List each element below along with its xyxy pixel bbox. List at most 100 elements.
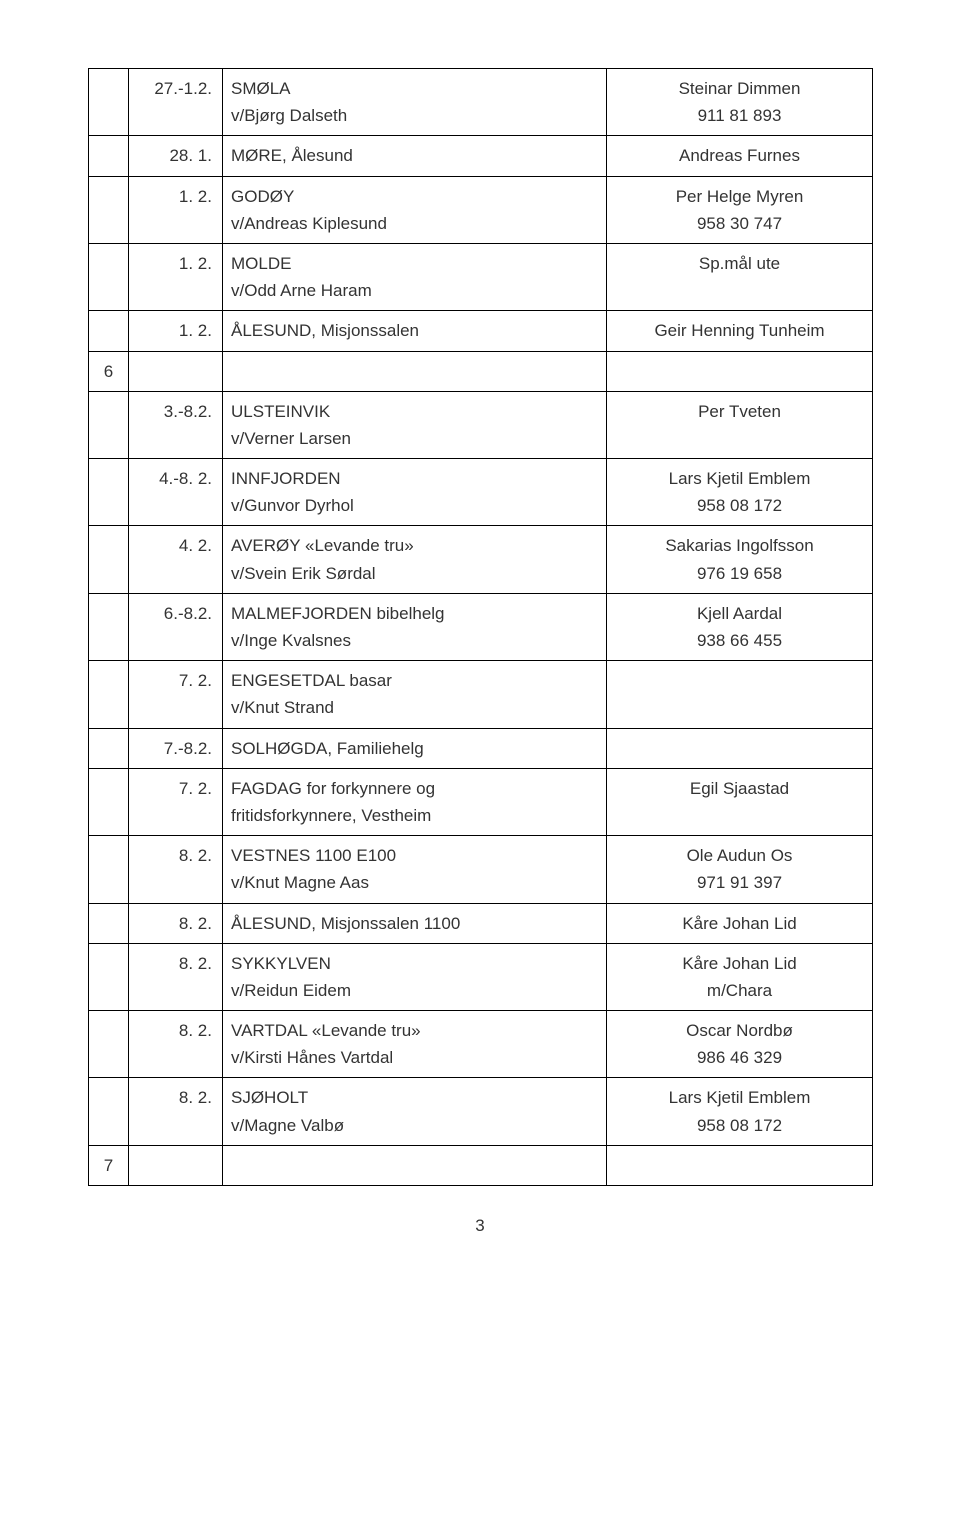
person-line-1: Per Tveten <box>615 398 864 425</box>
person-line-1: Sakarias Ingolfsson <box>615 532 864 559</box>
date-cell: 6.-8.2. <box>129 593 223 660</box>
location-cell: ENGESETDAL basarv/Knut Strand <box>223 661 607 728</box>
location-line-2: v/Knut Magne Aas <box>231 869 598 896</box>
week-cell <box>89 593 129 660</box>
person-line-2: 938 66 455 <box>615 627 864 654</box>
person-line-1: Egil Sjaastad <box>615 775 864 802</box>
location-line-2: v/Magne Valbø <box>231 1112 598 1139</box>
location-cell: FAGDAG for forkynnere ogfritidsforkynner… <box>223 768 607 835</box>
person-line-1: Steinar Dimmen <box>615 75 864 102</box>
location-line-1: ÅLESUND, Misjonssalen <box>231 317 598 344</box>
date-cell: 4. 2. <box>129 526 223 593</box>
table-row: 8. 2.VESTNES 1100 E100v/Knut Magne AasOl… <box>89 836 873 903</box>
person-cell: Andreas Furnes <box>607 136 873 176</box>
location-line-1: SMØLA <box>231 75 598 102</box>
table-row: 27.-1.2.SMØLAv/Bjørg DalsethSteinar Dimm… <box>89 69 873 136</box>
location-cell: MØRE, Ålesund <box>223 136 607 176</box>
week-cell: 7 <box>89 1145 129 1185</box>
location-line-1: SJØHOLT <box>231 1084 598 1111</box>
table-row: 7. 2.ENGESETDAL basarv/Knut Strand <box>89 661 873 728</box>
person-line-2: 958 08 172 <box>615 492 864 519</box>
location-line-2: v/Bjørg Dalseth <box>231 102 598 129</box>
person-line-1: Geir Henning Tunheim <box>615 317 864 344</box>
person-line-1: Oscar Nordbø <box>615 1017 864 1044</box>
location-line-2: v/Andreas Kiplesund <box>231 210 598 237</box>
week-cell <box>89 768 129 835</box>
table-row: 4.-8. 2.INNFJORDENv/Gunvor DyrholLars Kj… <box>89 459 873 526</box>
location-line-1: ULSTEINVIK <box>231 398 598 425</box>
date-cell: 28. 1. <box>129 136 223 176</box>
person-cell: Kåre Johan Lidm/Chara <box>607 943 873 1010</box>
location-line-2: v/Verner Larsen <box>231 425 598 452</box>
location-cell <box>223 351 607 391</box>
person-cell: Oscar Nordbø986 46 329 <box>607 1011 873 1078</box>
week-cell <box>89 69 129 136</box>
table-row: 6.-8.2. MALMEFJORDEN bibelhelgv/Inge Kval… <box>89 593 873 660</box>
date-cell: 7. 2. <box>129 661 223 728</box>
location-line-2: v/Odd Arne Haram <box>231 277 598 304</box>
date-cell: 1. 2. <box>129 176 223 243</box>
location-cell: MOLDEv/Odd Arne Haram <box>223 243 607 310</box>
location-cell: INNFJORDENv/Gunvor Dyrhol <box>223 459 607 526</box>
location-cell: SYKKYLVENv/Reidun Eidem <box>223 943 607 1010</box>
person-cell: Lars Kjetil Emblem958 08 172 <box>607 459 873 526</box>
location-cell: ÅLESUND, Misjonssalen <box>223 311 607 351</box>
table-row: 7. 2.FAGDAG for forkynnere ogfritidsfork… <box>89 768 873 835</box>
week-cell <box>89 526 129 593</box>
date-cell: 8. 2. <box>129 943 223 1010</box>
date-cell: 8. 2. <box>129 836 223 903</box>
location-line-1: GODØY <box>231 183 598 210</box>
date-cell: 1. 2. <box>129 243 223 310</box>
table-row: 4. 2.AVERØY «Levande tru»v/Svein Erik Sø… <box>89 526 873 593</box>
person-line-1: Lars Kjetil Emblem <box>615 465 864 492</box>
location-line-1: MOLDE <box>231 250 598 277</box>
table-row: 8. 2.ÅLESUND, Misjonssalen 1100Kåre Joha… <box>89 903 873 943</box>
week-cell <box>89 243 129 310</box>
table-row: 1. 2.GODØYv/Andreas KiplesundPer Helge M… <box>89 176 873 243</box>
location-line-1: ÅLESUND, Misjonssalen 1100 <box>231 910 598 937</box>
date-cell <box>129 1145 223 1185</box>
week-cell <box>89 943 129 1010</box>
location-cell: GODØYv/Andreas Kiplesund <box>223 176 607 243</box>
location-line-1: FAGDAG for forkynnere og <box>231 775 598 802</box>
person-cell: Kjell Aardal938 66 455 <box>607 593 873 660</box>
person-line-2: m/Chara <box>615 977 864 1004</box>
date-cell: 3.-8.2. <box>129 391 223 458</box>
week-cell <box>89 391 129 458</box>
table-row: 6 <box>89 351 873 391</box>
page-number: 3 <box>88 1216 872 1236</box>
date-cell: 7.-8.2. <box>129 728 223 768</box>
location-cell <box>223 1145 607 1185</box>
week-cell <box>89 459 129 526</box>
week-cell <box>89 836 129 903</box>
location-line-1: MØRE, Ålesund <box>231 142 598 169</box>
table-row: 7.-8.2.SOLHØGDA, Familiehelg <box>89 728 873 768</box>
person-line-2: 911 81 893 <box>615 102 864 129</box>
date-cell: 8. 2. <box>129 1011 223 1078</box>
person-line-1: Kjell Aardal <box>615 600 864 627</box>
location-line-2: v/Kirsti Hånes Vartdal <box>231 1044 598 1071</box>
location-cell: ÅLESUND, Misjonssalen 1100 <box>223 903 607 943</box>
location-cell: VARTDAL «Levande tru»v/Kirsti Hånes Vart… <box>223 1011 607 1078</box>
person-line-2: 976 19 658 <box>615 560 864 587</box>
location-line-1: MALMEFJORDEN bibelhelg <box>231 600 598 627</box>
week-cell <box>89 1078 129 1145</box>
date-cell: 8. 2. <box>129 1078 223 1145</box>
week-cell <box>89 176 129 243</box>
location-line-2: v/Inge Kvalsnes <box>231 627 598 654</box>
table-row: 8. 2.SYKKYLVENv/Reidun EidemKåre Johan L… <box>89 943 873 1010</box>
person-cell <box>607 661 873 728</box>
person-cell: Egil Sjaastad <box>607 768 873 835</box>
week-cell: 6 <box>89 351 129 391</box>
person-cell: Sakarias Ingolfsson976 19 658 <box>607 526 873 593</box>
person-cell: Kåre Johan Lid <box>607 903 873 943</box>
person-cell: Steinar Dimmen911 81 893 <box>607 69 873 136</box>
person-cell <box>607 1145 873 1185</box>
person-cell: Per Tveten <box>607 391 873 458</box>
location-line-2: v/Knut Strand <box>231 694 598 721</box>
location-cell: VESTNES 1100 E100v/Knut Magne Aas <box>223 836 607 903</box>
document-page: 27.-1.2.SMØLAv/Bjørg DalsethSteinar Dimm… <box>0 0 960 1276</box>
location-cell: ULSTEINVIKv/Verner Larsen <box>223 391 607 458</box>
location-cell: SMØLAv/Bjørg Dalseth <box>223 69 607 136</box>
person-cell: Lars Kjetil Emblem958 08 172 <box>607 1078 873 1145</box>
